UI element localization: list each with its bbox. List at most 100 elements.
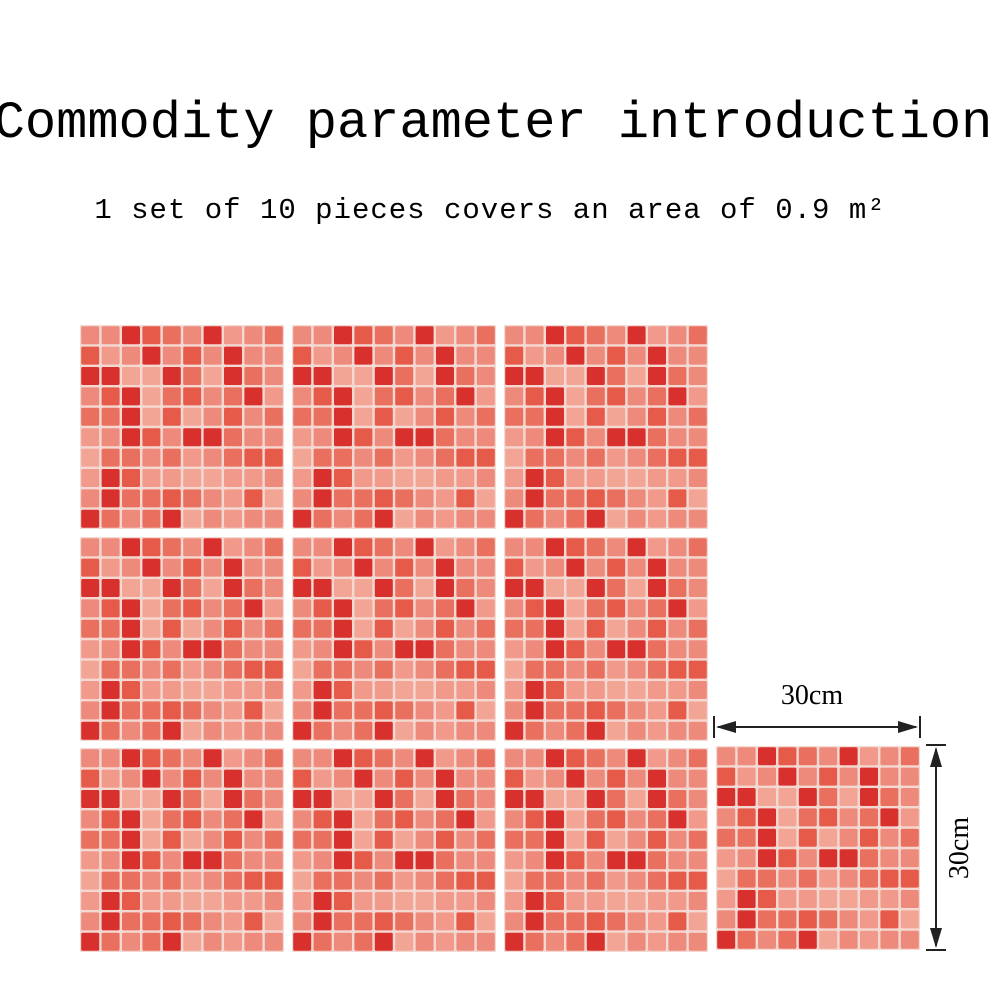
mosaic-piece bbox=[688, 489, 707, 508]
mosaic-piece bbox=[122, 326, 140, 345]
mosaic-piece bbox=[505, 851, 524, 870]
mosaic-piece bbox=[313, 509, 332, 528]
mosaic-piece bbox=[244, 407, 263, 426]
mosaic-piece bbox=[456, 469, 475, 487]
mosaic-piece bbox=[122, 558, 140, 577]
mosaic-piece bbox=[436, 619, 454, 638]
mosaic-piece bbox=[334, 387, 352, 406]
mosaic-piece bbox=[456, 387, 475, 406]
mosaic-tile bbox=[504, 748, 708, 952]
mosaic-piece bbox=[668, 830, 687, 849]
mosaic-piece bbox=[354, 469, 373, 487]
mosaic-piece bbox=[395, 871, 414, 890]
mosaic-piece bbox=[395, 932, 414, 951]
mosaic-piece bbox=[566, 558, 585, 577]
mosaic-piece bbox=[566, 892, 585, 910]
mosaic-piece bbox=[476, 892, 495, 910]
mosaic-piece bbox=[162, 810, 181, 829]
mosaic-piece bbox=[313, 469, 332, 487]
mosaic-piece bbox=[880, 747, 899, 766]
mosaic-piece bbox=[354, 701, 373, 720]
mosaic-piece bbox=[798, 869, 817, 888]
mosaic-piece bbox=[224, 892, 242, 910]
mosaic-piece bbox=[81, 660, 100, 679]
mosaic-piece bbox=[313, 892, 332, 910]
mosaic-piece bbox=[717, 747, 736, 766]
mosaic-piece bbox=[648, 721, 666, 740]
mosaic-piece bbox=[566, 619, 585, 638]
mosaic-piece bbox=[456, 871, 475, 890]
mosaic-piece bbox=[101, 810, 120, 829]
mosaic-piece bbox=[648, 871, 666, 890]
mosaic-piece bbox=[334, 469, 352, 487]
mosaic-piece bbox=[436, 448, 454, 467]
mosaic-piece bbox=[354, 769, 373, 788]
mosaic-piece bbox=[476, 489, 495, 508]
mosaic-piece bbox=[456, 428, 475, 447]
mosaic-piece bbox=[627, 407, 646, 426]
mosaic-piece bbox=[293, 387, 312, 406]
mosaic-piece bbox=[142, 640, 161, 659]
mosaic-piece bbox=[668, 640, 687, 659]
mosaic-piece bbox=[525, 599, 544, 618]
mosaic-piece bbox=[122, 489, 140, 508]
mosaic-piece bbox=[334, 346, 352, 365]
mosaic-piece bbox=[122, 790, 140, 808]
mosaic-piece bbox=[819, 767, 838, 786]
mosaic-piece bbox=[374, 428, 393, 447]
mosaic-piece bbox=[860, 890, 878, 908]
mosaic-piece bbox=[586, 489, 605, 508]
mosaic-piece bbox=[546, 489, 564, 508]
mosaic-piece bbox=[101, 509, 120, 528]
mosaic-piece bbox=[627, 892, 646, 910]
mosaic-piece bbox=[566, 851, 585, 870]
mosaic-piece bbox=[546, 660, 564, 679]
mosaic-piece bbox=[162, 851, 181, 870]
mosaic-piece bbox=[162, 660, 181, 679]
mosaic-piece bbox=[374, 810, 393, 829]
mosaic-piece bbox=[224, 851, 242, 870]
mosaic-piece bbox=[203, 769, 222, 788]
mosaic-tile bbox=[292, 748, 496, 952]
mosaic-piece bbox=[758, 869, 776, 888]
mosaic-piece bbox=[627, 851, 646, 870]
arrow-head bbox=[898, 721, 918, 733]
mosaic-piece bbox=[374, 407, 393, 426]
mosaic-piece bbox=[505, 538, 524, 557]
mosaic-piece bbox=[586, 892, 605, 910]
mosaic-piece bbox=[525, 619, 544, 638]
mosaic-piece bbox=[648, 851, 666, 870]
mosaic-piece bbox=[142, 851, 161, 870]
mosaic-piece bbox=[758, 930, 776, 949]
mosaic-piece bbox=[717, 808, 736, 827]
mosaic-piece bbox=[688, 851, 707, 870]
mosaic-piece bbox=[737, 788, 756, 806]
mosaic-piece bbox=[313, 489, 332, 508]
mosaic-piece bbox=[668, 448, 687, 467]
mosaic-piece bbox=[839, 767, 858, 786]
mosaic-piece bbox=[81, 640, 100, 659]
mosaic-piece bbox=[395, 326, 414, 345]
mosaic-piece bbox=[374, 701, 393, 720]
mosaic-piece bbox=[546, 790, 564, 808]
mosaic-piece bbox=[648, 912, 666, 931]
mosaic-piece bbox=[456, 538, 475, 557]
mosaic-piece bbox=[546, 749, 564, 768]
mosaic-piece bbox=[142, 469, 161, 487]
mosaic-piece bbox=[101, 346, 120, 365]
mosaic-piece bbox=[436, 871, 454, 890]
mosaic-piece bbox=[436, 830, 454, 849]
mosaic-piece bbox=[415, 387, 434, 406]
mosaic-piece bbox=[566, 769, 585, 788]
mosaic-piece bbox=[607, 660, 626, 679]
mosaic-piece bbox=[476, 558, 495, 577]
mosaic-piece bbox=[880, 808, 899, 827]
mosaic-piece bbox=[778, 808, 797, 827]
mosaic-piece bbox=[627, 640, 646, 659]
mosaic-tile bbox=[292, 325, 496, 529]
mosaic-piece bbox=[525, 749, 544, 768]
mosaic-piece bbox=[224, 407, 242, 426]
mosaic-piece bbox=[293, 448, 312, 467]
mosaic-piece bbox=[839, 869, 858, 888]
mosaic-piece bbox=[566, 912, 585, 931]
